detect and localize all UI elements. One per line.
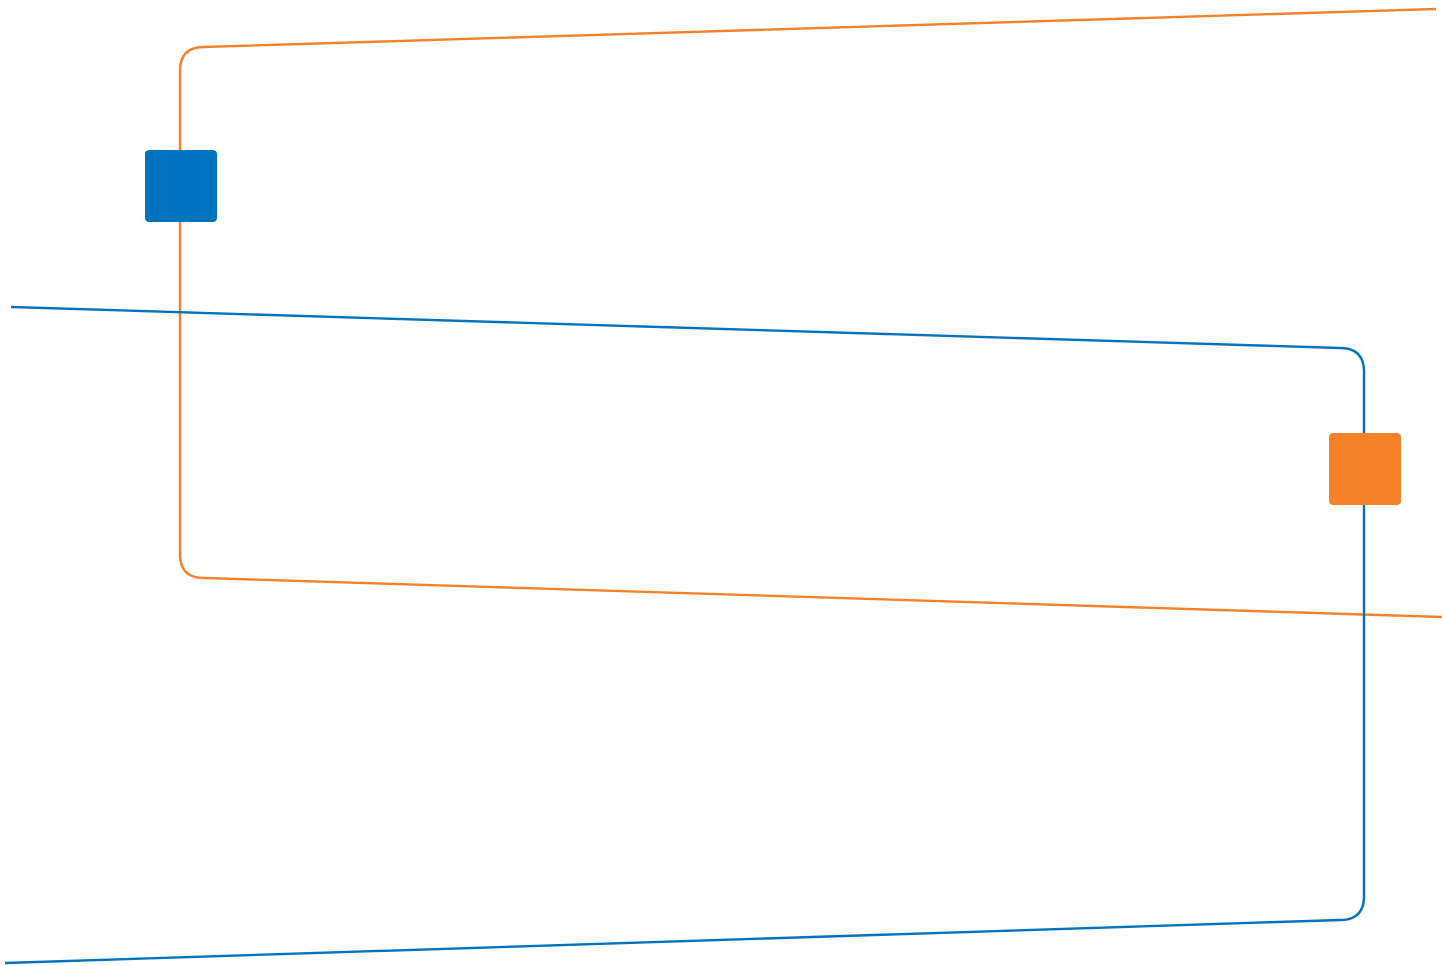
orange-connector-line bbox=[178, 7, 1442, 619]
orange-square-node[interactable] bbox=[1329, 433, 1401, 505]
blue-square-node[interactable] bbox=[145, 150, 217, 222]
blue-connector-line bbox=[4, 305, 1366, 965]
